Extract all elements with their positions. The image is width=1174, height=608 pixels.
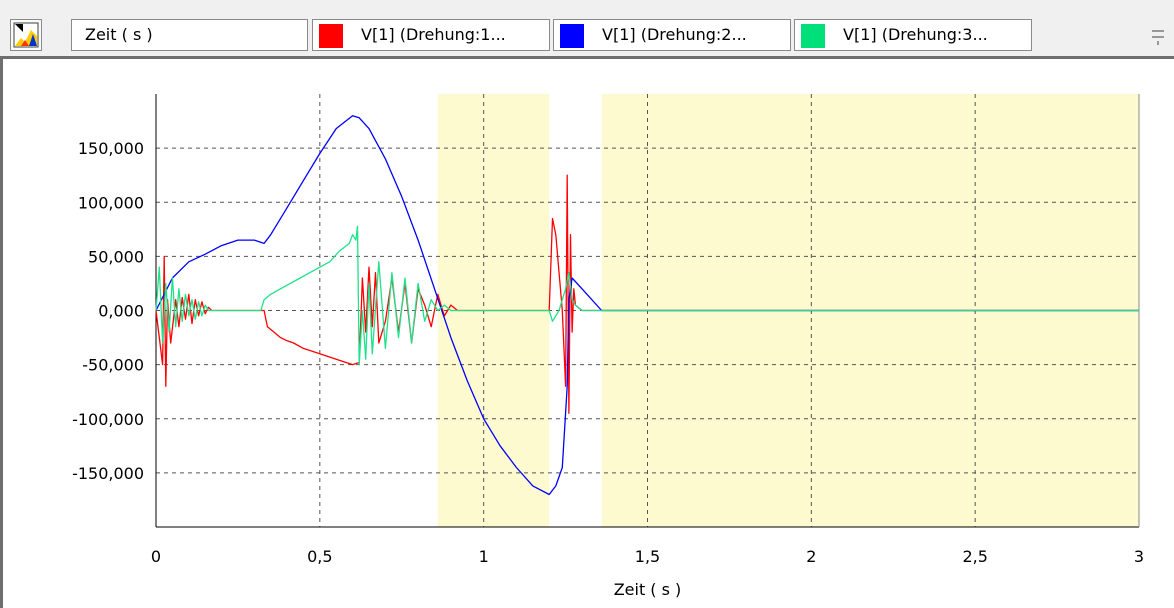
series-line-2 bbox=[155, 115, 1139, 496]
x-axis-field[interactable]: Zeit ( s ) bbox=[71, 19, 308, 51]
legend-label: V[1] (Drehung:2... bbox=[602, 25, 747, 44]
series-line-3 bbox=[155, 225, 1139, 366]
chart-toolbar: Zeit ( s ) V[1] (Drehung:1... V[1] (Dreh… bbox=[0, 0, 1174, 56]
toolbar-grip[interactable] bbox=[1148, 19, 1168, 51]
legend-label: V[1] (Drehung:1... bbox=[361, 25, 506, 44]
series-3-color-swatch bbox=[801, 24, 825, 48]
legend-label: V[1] (Drehung:3... bbox=[843, 25, 988, 44]
y-tick-label: -50,000 bbox=[82, 356, 144, 375]
legend-item-series-2[interactable]: V[1] (Drehung:2... bbox=[553, 19, 791, 51]
series-line-1 bbox=[155, 174, 1139, 414]
line-chart[interactable]: 0 0,5 1 1,5 2 2,5 3 150,000 100,000 50,000 0,000 -5… bbox=[3, 59, 1174, 608]
x-tick-label: 3 bbox=[1134, 547, 1144, 566]
y-tick-label: 100,000 bbox=[78, 193, 144, 212]
chart-color-icon bbox=[13, 22, 39, 48]
legend-item-series-1[interactable]: V[1] (Drehung:1... bbox=[312, 19, 550, 51]
x-tick-label: 0 bbox=[151, 547, 161, 566]
x-tick-label: 1 bbox=[479, 547, 489, 566]
series-1-color-swatch bbox=[319, 24, 343, 48]
splitter-grip-icon bbox=[1152, 30, 1164, 45]
legend-item-series-3[interactable]: V[1] (Drehung:3... bbox=[794, 19, 1032, 51]
x-tick-label: 2 bbox=[806, 547, 816, 566]
chart-settings-button[interactable] bbox=[10, 19, 42, 51]
y-tick-label: 50,000 bbox=[88, 247, 144, 266]
x-tick-label: 1,5 bbox=[635, 547, 660, 566]
y-tick-label: -150,000 bbox=[72, 464, 144, 483]
x-tick-label: 2,5 bbox=[962, 547, 987, 566]
plot-area-frame: 0 0,5 1 1,5 2 2,5 3 150,000 100,000 50,000 0,000 -5… bbox=[0, 56, 1174, 608]
y-tick-label: -100,000 bbox=[72, 410, 144, 429]
x-axis-label: Zeit ( s ) bbox=[614, 580, 682, 599]
y-tick-label: 0,000 bbox=[98, 302, 144, 321]
y-tick-label: 150,000 bbox=[78, 139, 144, 158]
x-tick-label: 0,5 bbox=[307, 547, 332, 566]
x-axis-field-label: Zeit ( s ) bbox=[85, 25, 153, 44]
series-2-color-swatch bbox=[560, 24, 584, 48]
